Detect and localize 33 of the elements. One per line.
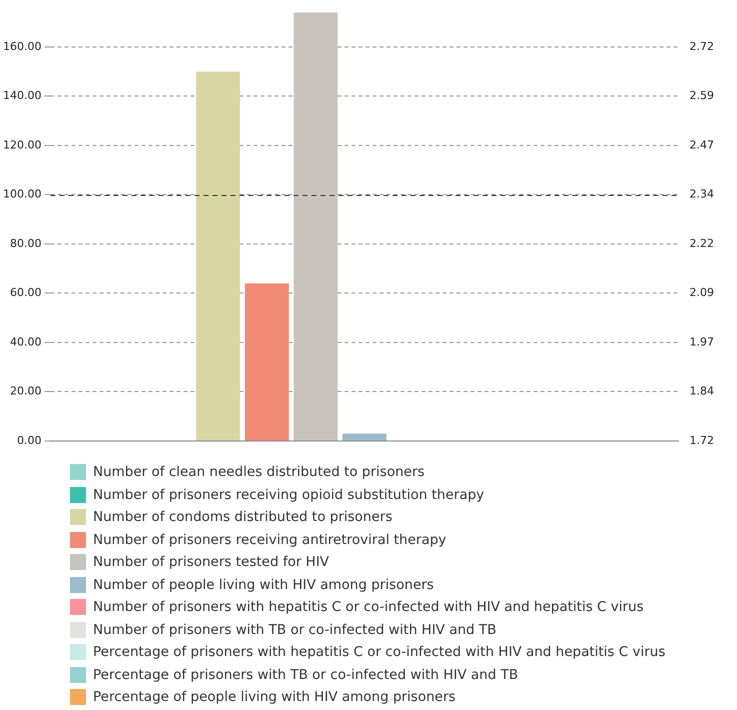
y2-tick-label: 2.34 — [690, 188, 714, 201]
y2-tick-label: 2.72 — [690, 40, 714, 53]
y-tick-label: 160.00 — [2, 40, 42, 53]
y2-tick-label: 2.59 — [690, 89, 714, 102]
y2-tick-label: 1.84 — [690, 384, 714, 398]
y-tick-label: 60.00 — [10, 286, 42, 300]
y2-tick-label: 2.47 — [690, 138, 714, 152]
y-tick-label: 140.00 — [2, 89, 42, 102]
y-tick-label: 20.00 — [10, 384, 42, 398]
y2-tick-label: 2.22 — [690, 236, 714, 250]
y-tick-label: 0.00 — [16, 434, 42, 447]
legend-label: Number of people living with HIV among prisoners — [93, 576, 434, 594]
legend-label: Number of prisoners tested for HIV — [93, 553, 330, 571]
bar — [294, 12, 338, 440]
legend-label: Percentage of people living with HIV among prisoners — [93, 688, 456, 706]
y-tick-label: 100.00 — [2, 188, 42, 201]
legend-label: Number of prisoners receiving antiretroviral therapy — [93, 530, 446, 548]
legend-label: Number of clean needles distributed to prisoners — [93, 463, 425, 481]
legend-label: Percentage of prisoners with TB or co-infected with HIV and TB — [93, 666, 518, 684]
bar — [342, 434, 386, 440]
y2-tick-label: 1.72 — [690, 434, 714, 447]
legend-label: Percentage of prisoners with hepatitis C or co-infected with HIV and hepatitis C virus — [93, 643, 666, 661]
y2-tick-label: 2.09 — [690, 286, 714, 300]
legend-label: Number of prisoners with TB or co-infected with HIV and TB — [93, 620, 496, 638]
y-tick-label: 80.00 — [10, 236, 42, 250]
y-tick-label: 40.00 — [10, 335, 42, 348]
legend-label: Number of prisoners receiving opioid substitution therapy — [93, 486, 484, 504]
legend-label: Number of condoms distributed to prisoners — [93, 508, 392, 526]
legend-label: Number of prisoners with hepatitis C or co-infected with HIV and hepatitis C virus — [93, 598, 644, 616]
y-tick-label: 120.00 — [2, 138, 42, 152]
y2-tick-label: 1.97 — [690, 335, 714, 348]
bar — [244, 283, 289, 440]
bar — [196, 72, 240, 440]
